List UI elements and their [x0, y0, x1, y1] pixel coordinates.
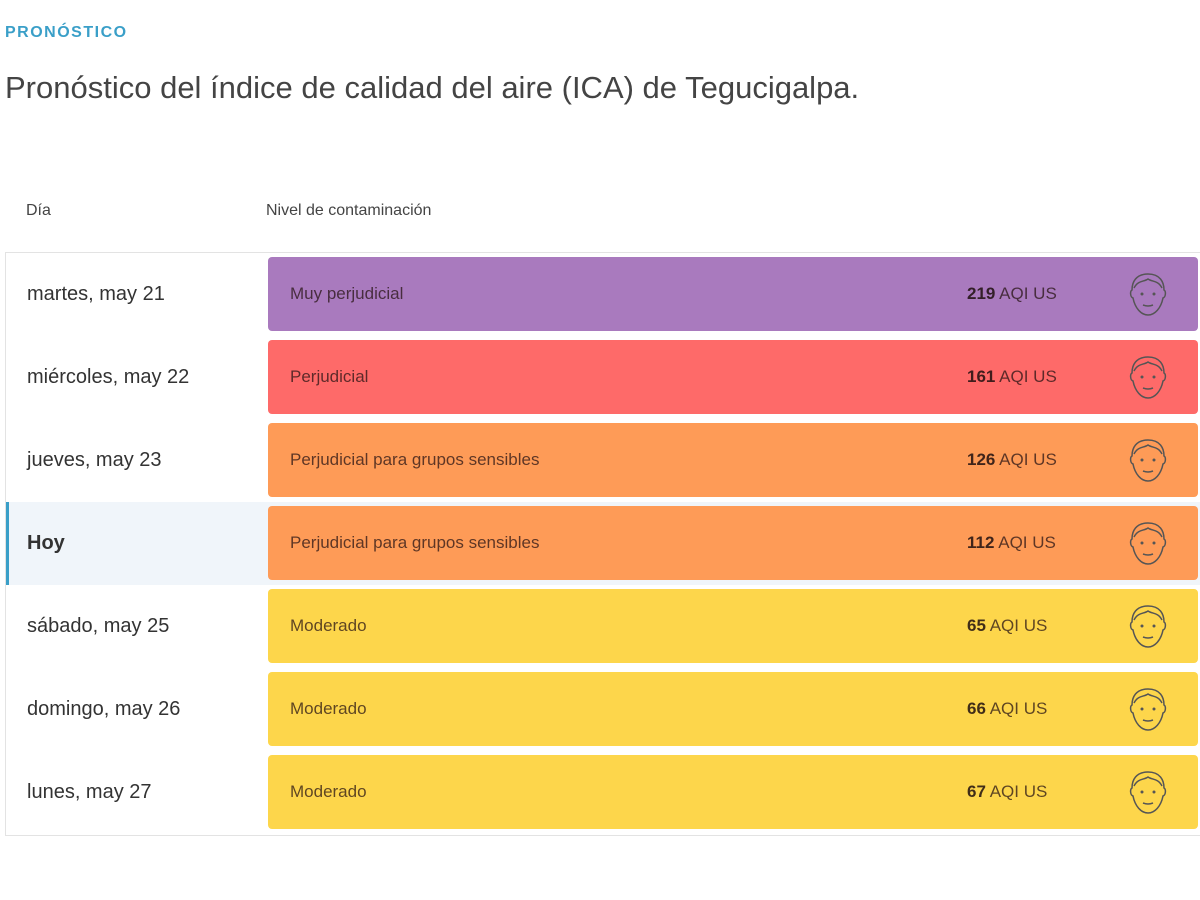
hair — [1133, 444, 1163, 455]
eye — [1140, 624, 1144, 628]
aqi-label: 219 AQI US — [967, 257, 1057, 331]
eye — [1140, 458, 1144, 462]
level-bar: Moderado 67 AQI US — [268, 755, 1198, 829]
eye — [1152, 707, 1156, 711]
face-outline — [1129, 605, 1167, 648]
eye — [1152, 375, 1156, 379]
face-outline — [1129, 688, 1167, 731]
aqi-value: 67 — [967, 782, 986, 801]
aqi-unit: AQI US — [999, 367, 1057, 386]
hair — [1133, 527, 1163, 538]
eye — [1140, 790, 1144, 794]
page-title: Pronóstico del índice de calidad del air… — [5, 70, 860, 105]
aqi-value: 219 — [967, 284, 996, 303]
mouth — [1142, 802, 1154, 805]
forecast-table: martes, may 21 Muy perjudicial 219 AQI US m… — [5, 252, 1200, 836]
level-bar: Perjudicial para grupos sensibles 112 AQI… — [268, 506, 1198, 580]
aqi-value: 126 — [967, 450, 996, 469]
table-row: domingo, may 26 Moderado 66 AQI US — [6, 668, 1200, 751]
hair — [1133, 693, 1163, 704]
aqi-label: 65 AQI US — [967, 589, 1047, 663]
aqi-value: 112 — [967, 533, 995, 552]
aqi-label: 126 AQI US — [967, 423, 1057, 497]
day-label: Hoy — [27, 532, 65, 554]
face-icon — [1129, 688, 1167, 731]
aqi-label: 161 AQI US — [967, 340, 1057, 414]
day-label: miércoles, may 22 — [27, 366, 190, 388]
level-label: Muy perjudicial — [290, 284, 404, 303]
mouth — [1142, 387, 1154, 390]
level-label: Moderado — [290, 699, 367, 718]
aqi-unit: AQI US — [998, 533, 1056, 552]
eye — [1140, 707, 1144, 711]
face-outline — [1129, 771, 1167, 814]
face-icon — [1129, 273, 1167, 316]
mouth — [1142, 636, 1154, 639]
eye — [1140, 375, 1144, 379]
aqi-value: 161 — [967, 367, 996, 386]
level-bar: Perjudicial 161 AQI US — [268, 340, 1198, 414]
eye — [1152, 624, 1156, 628]
day-label: martes, may 21 — [27, 283, 165, 305]
day-label: jueves, may 23 — [27, 449, 162, 471]
day-label: lunes, may 27 — [27, 781, 152, 803]
face-outline — [1129, 273, 1167, 316]
hair — [1133, 610, 1163, 621]
hair — [1133, 278, 1163, 289]
face-icon — [1129, 605, 1167, 648]
aqi-label: 112 AQI US — [967, 506, 1056, 580]
aqi-unit: AQI US — [999, 450, 1057, 469]
level-label: Moderado — [290, 616, 367, 635]
column-header: Día — [26, 202, 51, 219]
aqi-unit: AQI US — [989, 782, 1048, 801]
level-label: Perjudicial para grupos sensibles — [290, 533, 540, 552]
column-header: Nivel de contaminación — [266, 202, 432, 219]
level-label: Perjudicial para grupos sensibles — [290, 450, 540, 469]
face-icon — [1129, 522, 1167, 565]
face-outline — [1129, 522, 1167, 565]
face-outline — [1129, 439, 1167, 482]
aqi-unit: AQI US — [989, 616, 1048, 635]
table-row: lunes, may 27 Moderado 67 AQI US — [6, 751, 1200, 834]
face-icon — [1129, 356, 1167, 399]
table-row: martes, may 21 Muy perjudicial 219 AQI US — [6, 253, 1200, 336]
aqi-value: 66 — [967, 699, 986, 718]
table-row: Hoy Perjudicial para grupos sensibles 112 … — [6, 502, 1200, 585]
day-label: sábado, may 25 — [27, 615, 170, 637]
aqi-label: 66 AQI US — [967, 672, 1047, 746]
mouth — [1142, 553, 1154, 556]
face-outline — [1129, 356, 1167, 399]
eye — [1152, 541, 1156, 545]
face-icon — [1129, 439, 1167, 482]
eye — [1152, 292, 1156, 296]
level-label: Perjudicial — [290, 367, 369, 386]
level-bar: Muy perjudicial 219 AQI US — [268, 257, 1198, 331]
table-row: sábado, may 25 Moderado 65 AQI US — [6, 585, 1200, 668]
aqi-unit: AQI US — [989, 699, 1048, 718]
aqi-label: 67 AQI US — [967, 755, 1047, 829]
level-bar: Perjudicial para grupos sensibles 126 AQI… — [268, 423, 1198, 497]
table-row: jueves, may 23 Perjudicial para grupos se… — [6, 419, 1200, 502]
eye — [1152, 790, 1156, 794]
face-icon — [1129, 771, 1167, 814]
level-label: Moderado — [290, 782, 367, 801]
hair — [1133, 776, 1163, 787]
day-label: domingo, may 26 — [27, 698, 181, 720]
eye — [1140, 541, 1144, 545]
hair — [1133, 361, 1163, 372]
aqi-unit: AQI US — [999, 284, 1057, 303]
eye — [1152, 458, 1156, 462]
mouth — [1142, 719, 1154, 722]
table-row: miércoles, may 22 Perjudicial 161 AQI US — [6, 336, 1200, 419]
mouth — [1142, 470, 1154, 473]
eyebrow: PRONÓSTICO — [5, 24, 128, 41]
aqi-value: 65 — [967, 616, 986, 635]
eye — [1140, 292, 1144, 296]
level-bar: Moderado 66 AQI US — [268, 672, 1198, 746]
mouth — [1142, 304, 1154, 307]
level-bar: Moderado 65 AQI US — [268, 589, 1198, 663]
